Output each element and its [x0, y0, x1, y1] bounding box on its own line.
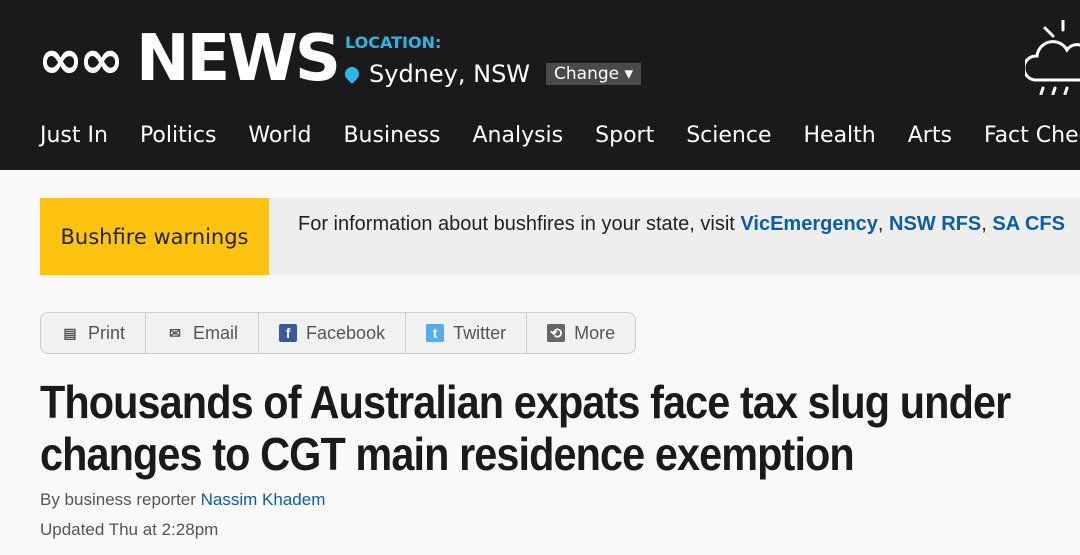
nav-science[interactable]: Science [686, 123, 772, 148]
share-bar: ▤ Print ✉ Email f Facebook t Twitter ⟲ More [40, 312, 637, 354]
cloud-rain-sun-icon [1025, 20, 1080, 95]
abc-news-logo[interactable]: ∞∞ NEWS [38, 22, 341, 96]
facebook-button[interactable]: f Facebook [259, 313, 407, 353]
nav-sport[interactable]: Sport [595, 123, 655, 148]
nsw-rfs-link[interactable]: NSW RFS [889, 213, 982, 235]
email-button[interactable]: ✉ Email [146, 313, 260, 353]
location-pin-icon [342, 64, 362, 84]
main-nav: Just In Politics World Business Analysis Spor… [40, 123, 1080, 148]
share-icon: ⟲ [547, 324, 566, 342]
email-icon: ✉ [169, 324, 181, 341]
updated-timestamp: Updated Thu at 2:28pm [40, 520, 219, 539]
author-link[interactable]: Nassim Khadem [200, 490, 326, 509]
nav-fact-check[interactable]: Fact Check [983, 123, 1080, 148]
vicemergency-link[interactable]: VicEmergency [740, 213, 878, 235]
change-location-button[interactable]: Change ▾ [546, 63, 642, 85]
location-row: Sydney, NSW Change ▾ [342, 60, 642, 88]
more-button[interactable]: ⟲ More [527, 313, 635, 353]
nav-world[interactable]: World [248, 123, 312, 148]
header: ∞∞ NEWS LOCATION: Sydney, NSW Change ▾ Ju… [0, 0, 1080, 170]
nav-business[interactable]: Business [343, 123, 441, 148]
twitter-icon: t [426, 324, 445, 342]
abc-logo-mark: ∞∞ [38, 27, 124, 91]
sa-cfs-link[interactable]: SA CFS [992, 213, 1065, 235]
banner-text: For information about bushfires in your … [298, 213, 1065, 235]
print-button[interactable]: ▤ Print [41, 313, 147, 353]
byline: By business reporter Nassim Khadem [40, 490, 326, 509]
location: Sydney, NSW [342, 60, 530, 88]
nav-politics[interactable]: Politics [139, 123, 217, 148]
bushfire-warnings-label: Bushfire warnings [40, 198, 269, 275]
nav-just-in[interactable]: Just In [40, 123, 108, 148]
nav-health[interactable]: Health [803, 123, 876, 148]
bushfire-banner: Bushfire warnings For information about … [40, 198, 1080, 275]
twitter-button[interactable]: t Twitter [406, 313, 528, 353]
article-header: Thousands of Australian expats face tax … [40, 376, 1080, 540]
article-title: Thousands of Australian expats face tax … [40, 376, 1011, 480]
nav-analysis[interactable]: Analysis [472, 123, 564, 148]
location-label: LOCATION: [345, 33, 442, 52]
facebook-icon: f [279, 324, 298, 342]
nav-arts[interactable]: Arts [907, 123, 952, 148]
print-icon: ▤ [63, 324, 77, 341]
